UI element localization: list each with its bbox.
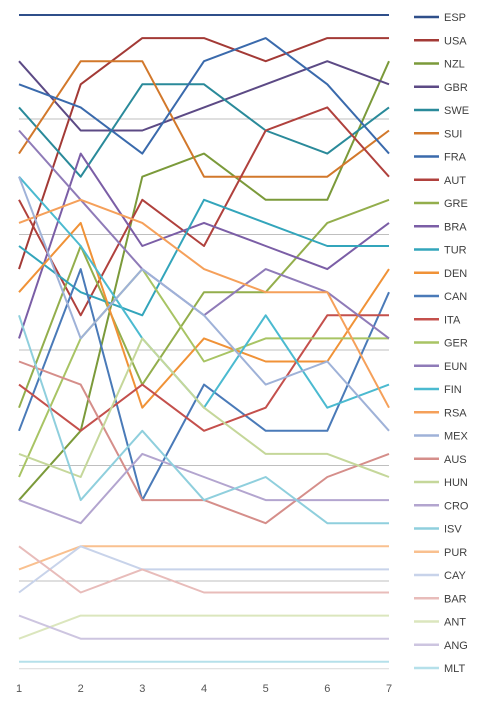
legend-label: SUI — [444, 128, 462, 140]
legend-item-hun: HUN — [414, 477, 468, 489]
legend-label: SWE — [444, 105, 469, 117]
gridlines — [19, 118, 389, 582]
legend-label: CRO — [444, 500, 469, 512]
legend-item-bra: BRA — [414, 221, 467, 233]
legend-label: NZL — [444, 59, 465, 71]
series-line-usa — [18, 37, 389, 270]
legend-label: AUS — [444, 454, 467, 466]
series-line-aut — [18, 106, 390, 317]
series-line-rsa — [18, 198, 390, 409]
legend-label: ITA — [444, 314, 461, 326]
legend-label: HUN — [444, 477, 468, 489]
series-line-ita — [18, 314, 389, 432]
legend-item-pur: PUR — [414, 547, 467, 559]
legend-item-bar: BAR — [414, 593, 467, 605]
legend-label: CAY — [444, 570, 466, 582]
legend-label: AUT — [444, 175, 466, 187]
legend-label: ANT — [444, 617, 466, 629]
legend-label: USA — [444, 35, 467, 47]
series-line-bar — [18, 545, 389, 594]
legend-item-tur: TUR — [414, 245, 467, 257]
legend-item-nzl: NZL — [414, 59, 465, 71]
legend-item-eun: EUN — [414, 361, 467, 373]
series-line-fra — [18, 37, 390, 155]
legend-label: ESP — [444, 12, 466, 24]
series-line-swe — [18, 83, 390, 178]
series-lines — [18, 14, 390, 663]
x-axis: 1 2 3 4 5 6 7 — [16, 668, 392, 695]
x-tick-label: 3 — [139, 683, 145, 695]
legend-item-usa: USA — [414, 35, 467, 47]
legend-item-isv: ISV — [414, 524, 462, 536]
legend-item-rsa: RSA — [414, 407, 467, 419]
legend-item-cro: CRO — [414, 500, 469, 512]
legend-item-ant: ANT — [414, 617, 466, 629]
legend-item-swe: SWE — [414, 105, 469, 117]
series-line-can — [18, 268, 390, 502]
series-line-hun — [18, 337, 390, 478]
legend-label: CAN — [444, 291, 467, 303]
series-line-ger — [18, 268, 389, 478]
legend-item-cay: CAY — [414, 570, 466, 582]
legend-label: FIN — [444, 384, 462, 396]
series-line-cay — [18, 545, 389, 594]
legend: ESP USA NZL GBR SWE SUI FRA AUT GRE BRA TUR DEN CAN I… — [414, 12, 469, 675]
legend-label: MEX — [444, 431, 469, 443]
x-tick-label: 7 — [386, 683, 392, 695]
series-line-mex — [18, 176, 390, 432]
legend-item-mex: MEX — [414, 431, 469, 443]
legend-item-ang: ANG — [414, 640, 468, 652]
series-line-sui — [18, 60, 390, 178]
legend-label: PUR — [444, 547, 467, 559]
series-line-ant — [18, 614, 389, 640]
legend-item-gre: GRE — [414, 198, 468, 210]
legend-label: BRA — [444, 221, 467, 233]
legend-label: DEN — [444, 268, 467, 280]
legend-label: RSA — [444, 407, 467, 419]
legend-label: BAR — [444, 593, 467, 605]
series-line-ang — [18, 614, 389, 640]
x-tick-label: 1 — [16, 683, 22, 695]
legend-item-fra: FRA — [414, 152, 467, 164]
legend-item-can: CAN — [414, 291, 467, 303]
series-line-cro — [18, 452, 389, 525]
legend-label: MLT — [444, 663, 465, 675]
x-tick-label: 4 — [201, 683, 207, 695]
legend-item-esp: ESP — [414, 12, 466, 24]
series-line-gbr — [18, 60, 390, 132]
legend-item-ger: GER — [414, 338, 468, 350]
legend-label: ANG — [444, 640, 468, 652]
legend-label: TUR — [444, 245, 467, 257]
x-tick-label: 5 — [263, 683, 269, 695]
legend-item-sui: SUI — [414, 128, 462, 140]
legend-item-aut: AUT — [414, 175, 466, 187]
series-line-tur — [18, 198, 389, 317]
x-tick-label: 6 — [324, 683, 330, 695]
legend-item-aus: AUS — [414, 454, 467, 466]
legend-item-ita: ITA — [414, 314, 461, 326]
x-tick-label: 2 — [78, 683, 84, 695]
legend-label: EUN — [444, 361, 467, 373]
legend-label: GER — [444, 338, 468, 350]
series-line-nzl — [18, 60, 390, 501]
legend-label: GBR — [444, 82, 468, 94]
legend-item-den: DEN — [414, 268, 467, 280]
legend-label: ISV — [444, 524, 462, 536]
legend-item-mlt: MLT — [414, 663, 465, 675]
legend-label: GRE — [444, 198, 468, 210]
legend-item-fin: FIN — [414, 384, 462, 396]
legend-item-gbr: GBR — [414, 82, 468, 94]
legend-label: FRA — [444, 152, 467, 164]
series-line-isv — [18, 314, 389, 525]
series-line-bra — [18, 152, 390, 339]
